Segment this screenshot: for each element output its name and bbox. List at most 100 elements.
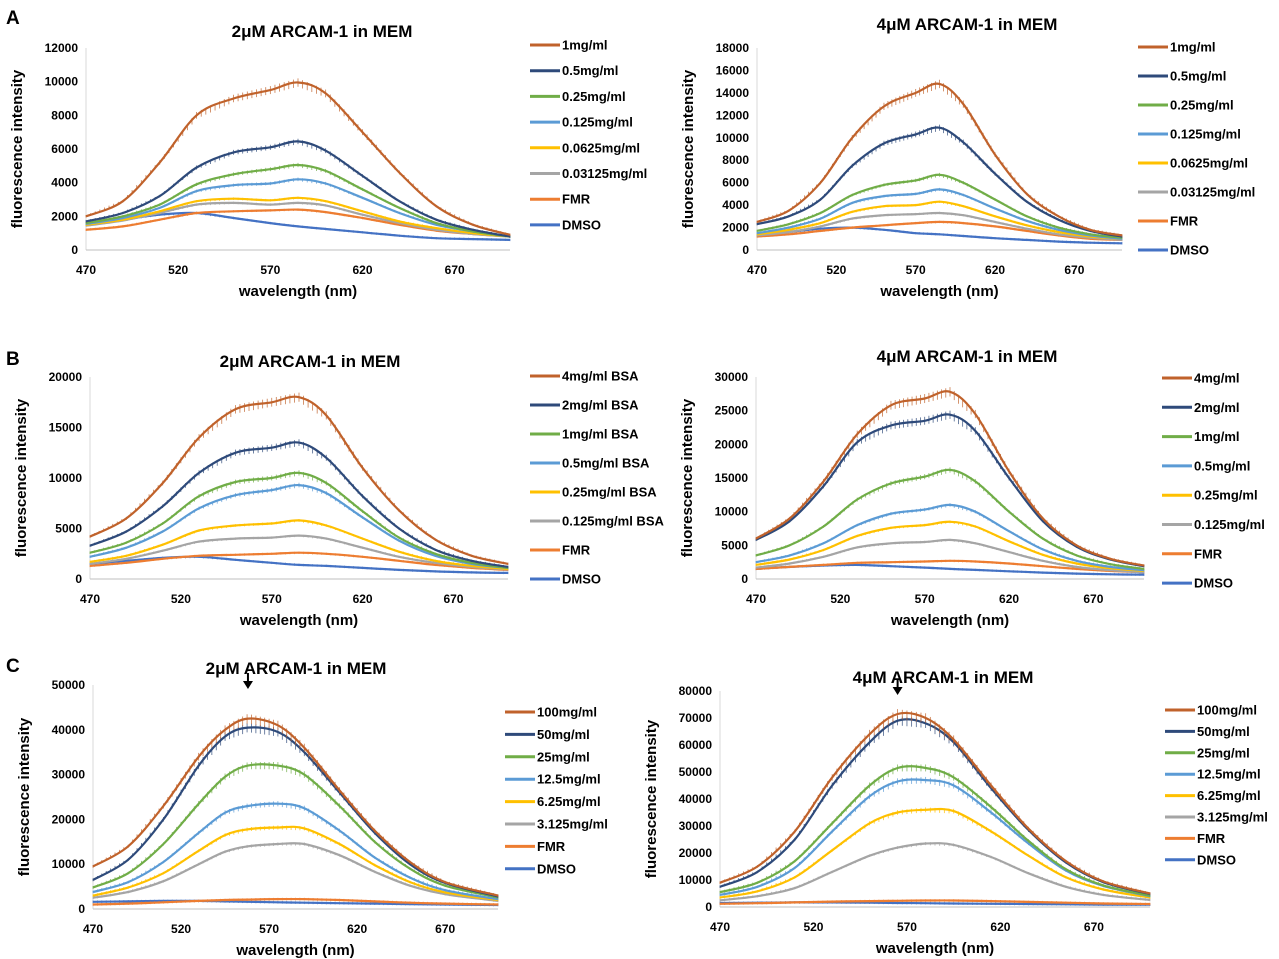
- y-tick-label: 5000: [721, 538, 748, 552]
- series-line: [755, 520, 1145, 572]
- series-0-125mg-ml: [756, 187, 1123, 240]
- legend-item: 1mg/ml: [1138, 40, 1216, 55]
- legend-label: 0.25mg/ml: [1170, 98, 1234, 113]
- y-tick-label: 60000: [679, 738, 713, 752]
- legend-item: 100mg/ml: [505, 705, 597, 720]
- legend-item: DMSO: [530, 572, 601, 587]
- series-1mg-ml: [755, 467, 1145, 571]
- legend-label: 0.25mg/ml: [562, 89, 626, 104]
- x-axis-label: wavelength (nm): [879, 283, 998, 300]
- legend-item: 0.25mg/ml: [1138, 98, 1234, 113]
- series-line: [756, 226, 1123, 245]
- panel-letter-b: B: [6, 349, 20, 370]
- series-line: [92, 899, 499, 907]
- y-tick-label: 30000: [52, 768, 86, 782]
- x-tick-label: 670: [435, 922, 455, 936]
- x-axis-label: wavelength (nm): [238, 283, 357, 300]
- series-line: [719, 842, 1151, 902]
- x-tick-label: 470: [746, 592, 766, 606]
- y-tick-label: 80000: [679, 684, 713, 698]
- series-50mg-ml: [719, 716, 1151, 896]
- legend-label: 25mg/ml: [537, 749, 590, 764]
- legend-label: FMR: [1197, 831, 1226, 846]
- series-line: [92, 802, 499, 901]
- legend-item: DMSO: [1138, 243, 1209, 258]
- legend: 4mg/ml BSA 2mg/ml BSA 1mg/ml BSA 0.5mg/ml B…: [530, 369, 664, 587]
- series-line: [755, 503, 1145, 572]
- legend-label: 0.5mg/ml: [1194, 458, 1250, 473]
- legend-label: 1mg/ml BSA: [562, 427, 639, 442]
- y-tick-label: 20000: [52, 812, 86, 826]
- legend-label: 6.25mg/ml: [1197, 788, 1261, 803]
- series-3-125mg-ml: [92, 842, 499, 903]
- x-tick-label: 620: [353, 263, 373, 277]
- x-tick-label: 570: [906, 263, 926, 277]
- error-bars: [89, 392, 509, 566]
- legend-label: 0.125mg/ml: [562, 115, 633, 130]
- peak-arrow-head: [892, 687, 903, 695]
- legend-label: FMR: [1194, 546, 1223, 561]
- y-tick-label: 8000: [51, 108, 78, 122]
- legend-item: FMR: [1162, 546, 1223, 561]
- legend-label: FMR: [562, 543, 591, 558]
- legend-label: DMSO: [562, 572, 601, 587]
- error-bars: [719, 709, 1151, 895]
- chart-5: 2μM ARCAM-1 in MEM 0 10000 20000 30000 40000 5…: [16, 659, 608, 959]
- series-line: [756, 211, 1123, 241]
- y-tick-label: 10000: [679, 873, 713, 887]
- series-line: [89, 551, 509, 571]
- x-axis-label: wavelength (nm): [875, 940, 994, 957]
- y-tick-label: 0: [78, 902, 85, 916]
- legend-item: 0.5mg/ml BSA: [530, 456, 650, 471]
- series-line: [85, 140, 511, 238]
- legend-label: 1mg/ml: [562, 38, 608, 53]
- series-line: [92, 842, 499, 902]
- panel-letter-c: C: [6, 656, 20, 677]
- x-tick-label: 470: [710, 920, 730, 934]
- series-line: [719, 765, 1151, 897]
- series-line: [756, 200, 1123, 240]
- legend-label: DMSO: [537, 861, 576, 876]
- y-axis-label: fluorescence intensity: [680, 69, 697, 228]
- legend-item: 12.5mg/ml: [505, 772, 601, 787]
- x-tick-label: 620: [353, 592, 373, 606]
- legend-item: 25mg/ml: [1165, 745, 1250, 760]
- series-line: [756, 188, 1123, 240]
- error-bars: [755, 410, 1145, 568]
- series-line: [85, 211, 511, 241]
- legend: 100mg/ml 50mg/ml 25mg/ml 12.5mg/ml 6.25mg/ml…: [1165, 703, 1268, 867]
- x-tick-label: 620: [999, 592, 1019, 606]
- y-tick-label: 16000: [716, 63, 750, 77]
- legend-item: FMR: [1138, 214, 1199, 229]
- legend-item: 4mg/ml: [1162, 371, 1240, 386]
- panel-letter-a: A: [6, 8, 20, 29]
- series-12-5mg-ml: [719, 776, 1151, 898]
- y-tick-label: 0: [75, 572, 82, 586]
- series-0-5mg-ml-bsa: [89, 482, 509, 570]
- series-line: [755, 413, 1145, 568]
- chart-1: 2μM ARCAM-1 in MEM 0 2000 4000 6000 8000 10000…: [9, 22, 647, 300]
- y-tick-label: 0: [71, 243, 78, 257]
- series-line: [85, 178, 511, 238]
- y-tick-label: 50000: [52, 678, 86, 692]
- y-tick-label: 10000: [49, 471, 83, 485]
- y-tick-label: 12000: [716, 108, 750, 122]
- legend-label: 0.03125mg/ml: [1170, 185, 1255, 200]
- series-4mg-ml-bsa: [89, 392, 509, 566]
- series-line: [756, 126, 1123, 238]
- series-100mg-ml: [719, 709, 1151, 895]
- series-0-0625mg-ml: [85, 196, 511, 238]
- chart-title: 2μM ARCAM-1 in MEM: [220, 352, 401, 371]
- legend-item: 25mg/ml: [505, 749, 590, 764]
- x-tick-label: 570: [262, 592, 282, 606]
- legend-label: 25mg/ml: [1197, 745, 1250, 760]
- series-25mg-ml: [92, 762, 499, 899]
- y-tick-label: 12000: [45, 41, 79, 55]
- legend-label: DMSO: [1170, 243, 1209, 258]
- x-tick-label: 470: [76, 263, 96, 277]
- legend: 100mg/ml 50mg/ml 25mg/ml 12.5mg/ml 6.25mg/ml…: [505, 705, 608, 876]
- legend-label: FMR: [562, 192, 591, 207]
- x-tick-label: 570: [897, 920, 917, 934]
- legend-label: 0.5mg/ml BSA: [562, 456, 650, 471]
